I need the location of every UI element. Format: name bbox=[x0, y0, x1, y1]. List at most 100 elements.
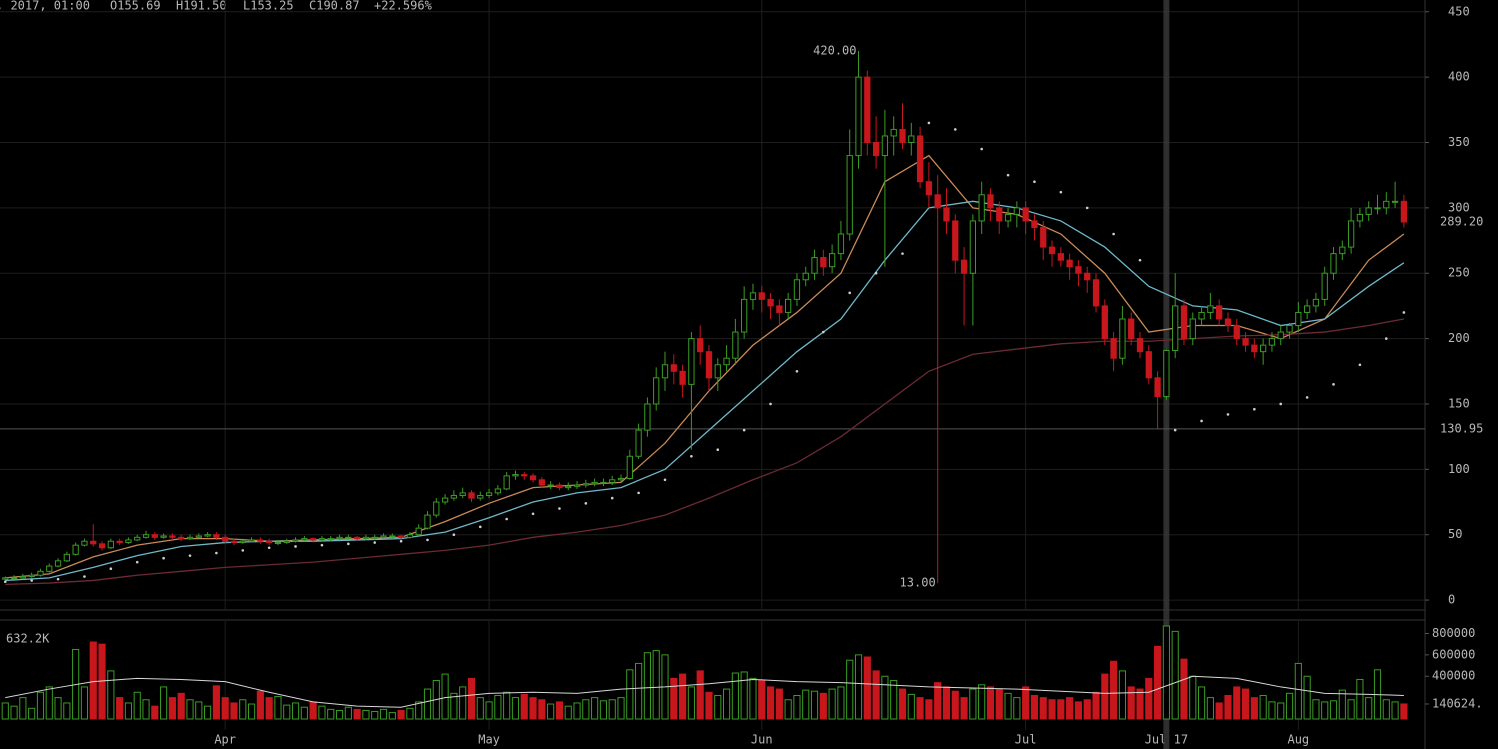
volume-bar bbox=[802, 689, 810, 720]
candle-body bbox=[292, 539, 299, 542]
volume-bar bbox=[1277, 702, 1285, 720]
volume-bar bbox=[1294, 662, 1302, 720]
candle-body bbox=[925, 181, 933, 196]
volume-bar bbox=[186, 699, 194, 720]
volume-bar bbox=[881, 675, 889, 720]
volume-tick-label: 140624. bbox=[1432, 696, 1483, 710]
candle-body bbox=[116, 540, 123, 544]
candle-body bbox=[1066, 259, 1073, 268]
volume-bar bbox=[19, 697, 27, 720]
candle-body bbox=[28, 574, 35, 578]
sar-dot bbox=[848, 291, 852, 295]
volume-tick-label: 800000 bbox=[1432, 626, 1475, 640]
volume-bar bbox=[335, 709, 344, 720]
sar-dot bbox=[1384, 337, 1388, 340]
candle-body bbox=[547, 484, 554, 487]
candle-body bbox=[600, 481, 607, 484]
volume-bar bbox=[318, 705, 326, 720]
volume-bar bbox=[1030, 694, 1039, 720]
volume-bar bbox=[722, 688, 731, 720]
candle-body bbox=[1242, 338, 1249, 346]
header-value: L153.25 bbox=[243, 0, 294, 13]
candle-body bbox=[160, 535, 167, 538]
volume-bar bbox=[28, 707, 36, 720]
candle-body bbox=[477, 494, 484, 499]
volume-bar bbox=[582, 699, 590, 720]
sar-dot bbox=[822, 330, 825, 334]
volume-bar bbox=[679, 673, 687, 720]
volume-bar bbox=[890, 680, 898, 720]
candle-body bbox=[644, 403, 651, 431]
sar-dot bbox=[56, 577, 60, 581]
candle-body bbox=[1013, 207, 1020, 215]
candle-body bbox=[1400, 200, 1408, 223]
volume-bar bbox=[160, 686, 168, 720]
crosshair-label: 130.95 bbox=[1440, 421, 1483, 435]
candle-body bbox=[345, 536, 352, 539]
candle-body bbox=[169, 535, 176, 538]
volume-bar bbox=[80, 686, 89, 720]
volume-bar bbox=[1215, 702, 1223, 720]
candle-body bbox=[1224, 318, 1232, 327]
volume-bar bbox=[177, 692, 185, 720]
volume-bar bbox=[265, 697, 273, 720]
volume-bar bbox=[1145, 677, 1153, 720]
volume-bar bbox=[485, 701, 493, 720]
volume-bar bbox=[36, 691, 45, 720]
candle-body bbox=[741, 298, 748, 333]
volume-bar bbox=[810, 690, 819, 720]
volume-bar bbox=[1048, 699, 1056, 720]
volume-bar bbox=[274, 696, 282, 720]
candle-body bbox=[943, 207, 950, 222]
volume-bar bbox=[256, 690, 264, 720]
candle-body bbox=[485, 492, 493, 496]
volume-bar bbox=[749, 677, 757, 720]
volume-bar bbox=[503, 691, 511, 720]
candle-body bbox=[1303, 305, 1311, 313]
candle-body bbox=[758, 292, 765, 300]
volume-bar bbox=[898, 688, 907, 720]
x-tick-label: May bbox=[478, 733, 500, 747]
candle-body bbox=[952, 220, 959, 261]
candle-body bbox=[353, 536, 361, 540]
volume-bar bbox=[547, 703, 555, 720]
candle-body bbox=[318, 538, 326, 541]
candle-body bbox=[98, 543, 106, 549]
ohlc-header: , 2017, 01:00 O155.69 H191.50 L153.25 C190.8… bbox=[0, 0, 433, 13]
candle-body bbox=[257, 539, 264, 542]
volume-bar bbox=[670, 677, 678, 720]
candle-body bbox=[72, 544, 79, 555]
volume-bar bbox=[388, 712, 396, 720]
candle-body bbox=[1321, 272, 1328, 300]
volume-bar bbox=[591, 697, 599, 720]
candle-body bbox=[661, 364, 669, 379]
candle-body bbox=[54, 560, 62, 567]
price-annotation: 420.00 bbox=[813, 43, 856, 57]
volume-bar bbox=[239, 699, 247, 720]
candle-body bbox=[90, 540, 97, 545]
volume-bar bbox=[529, 697, 537, 720]
volume-bar bbox=[538, 699, 546, 720]
candle-body bbox=[1084, 272, 1091, 281]
candle-body bbox=[635, 429, 642, 457]
volume-bar bbox=[925, 699, 933, 720]
volume-bar bbox=[353, 708, 361, 720]
sar-dot bbox=[1253, 407, 1256, 411]
candle-body bbox=[63, 553, 70, 562]
volume-bar bbox=[133, 691, 141, 720]
volume-bar bbox=[450, 692, 458, 720]
y-tick-label: 100 bbox=[1448, 462, 1470, 476]
candle-body bbox=[679, 370, 686, 385]
candle-body bbox=[1251, 344, 1258, 353]
candle-body bbox=[1295, 311, 1302, 327]
candle-body bbox=[1356, 213, 1364, 222]
volume-bar bbox=[221, 697, 229, 720]
volume-bar bbox=[599, 700, 608, 720]
volume-bar bbox=[1004, 692, 1012, 720]
candle-body bbox=[301, 538, 308, 541]
volume-bar bbox=[327, 708, 335, 720]
sar-dot bbox=[1173, 428, 1177, 432]
candle-body bbox=[591, 481, 598, 485]
volume-bar bbox=[1057, 699, 1065, 720]
volume-bar bbox=[555, 701, 564, 720]
